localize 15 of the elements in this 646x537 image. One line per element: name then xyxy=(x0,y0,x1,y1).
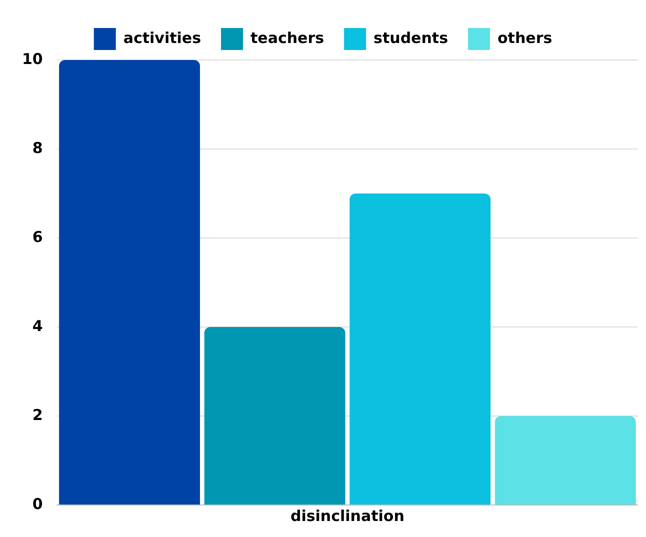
y-tick-label: 0 xyxy=(32,494,43,513)
bar xyxy=(350,194,491,504)
y-tick-label: 4 xyxy=(32,316,43,335)
bar xyxy=(204,327,346,504)
legend-label: teachers xyxy=(250,28,324,47)
legend-label: others xyxy=(498,28,552,47)
y-tick-label: 10 xyxy=(22,50,43,68)
y-tick-label: 6 xyxy=(32,228,43,246)
bar xyxy=(494,416,636,504)
legend-label: activities xyxy=(123,28,202,47)
y-tick-label: 2 xyxy=(32,406,43,424)
legend-label: students xyxy=(374,28,448,47)
bar xyxy=(59,60,200,504)
y-tick-label: 8 xyxy=(32,138,43,157)
x-tick-label: disinclination xyxy=(290,506,404,525)
